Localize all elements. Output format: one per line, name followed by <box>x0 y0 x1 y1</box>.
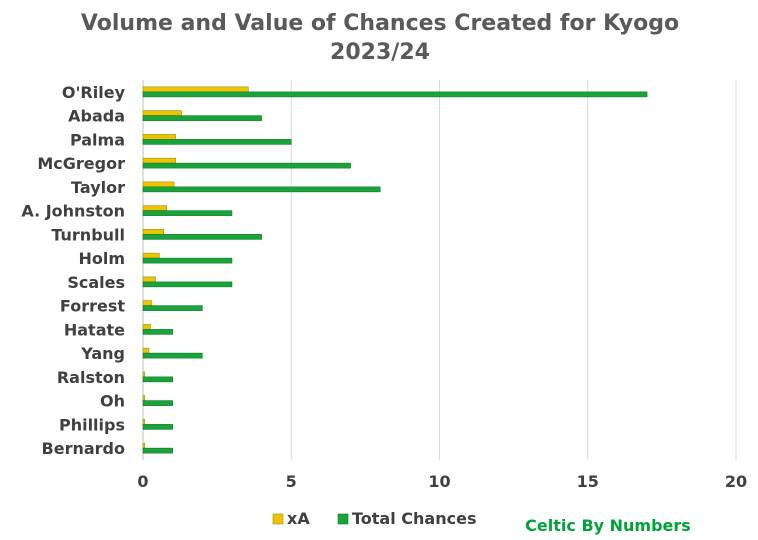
category-label: A. Johnston <box>21 202 125 221</box>
bar-xa <box>142 442 146 449</box>
x-tick-label: 15 <box>577 472 599 491</box>
category-label: Abada <box>68 107 125 126</box>
bar-xa <box>142 205 168 211</box>
x-tick-label: 5 <box>286 472 297 491</box>
bar-total-chances <box>142 186 381 193</box>
bar-xa <box>142 276 156 283</box>
bar-total-chances <box>142 305 203 311</box>
bars <box>142 86 648 454</box>
x-tick-label: 20 <box>725 472 747 491</box>
bar-total-chances <box>142 329 173 335</box>
category-label: Ralston <box>57 368 125 387</box>
bar-total-chances <box>142 257 233 264</box>
legend-label: Total Chances <box>352 509 476 528</box>
category-label: Palma <box>70 130 125 149</box>
category-label: McGregor <box>37 154 125 173</box>
chart-title: Volume and Value of Chances Created for … <box>81 11 679 36</box>
bar-total-chances <box>142 234 262 240</box>
bar-xa <box>142 395 146 401</box>
bar-xa <box>142 324 151 330</box>
bar-total-chances <box>142 139 292 145</box>
bar-xa <box>142 347 150 354</box>
category-labels: O'Riley Abada Palma McGregor Taylor A. Johnst… <box>21 83 125 458</box>
bar-xa <box>142 371 146 378</box>
bar-xa <box>142 419 146 425</box>
chart-subtitle: 2023/24 <box>330 40 430 65</box>
bar-total-chances <box>142 352 203 359</box>
credit-text: Celtic By Numbers <box>525 516 691 535</box>
bar-total-chances <box>142 400 173 406</box>
category-label: Holm <box>78 249 125 268</box>
bar-xa <box>142 86 249 93</box>
category-label: Taylor <box>71 178 125 197</box>
category-label: Hatate <box>64 320 125 339</box>
bar-total-chances <box>142 115 262 121</box>
x-tick-label: 0 <box>137 472 148 491</box>
category-label: Scales <box>67 273 125 292</box>
category-label: Yang <box>80 344 125 363</box>
legend-swatch <box>337 513 349 525</box>
bar-total-chances <box>142 281 233 288</box>
category-label: Oh <box>100 392 125 411</box>
category-label: Forrest <box>60 297 125 316</box>
bar-xa <box>142 252 160 259</box>
gridlines <box>142 80 737 460</box>
category-label: Turnbull <box>51 225 125 244</box>
bar-total-chances <box>142 447 173 454</box>
bar-xa <box>142 110 182 116</box>
x-tick-labels: 0 5 10 15 20 <box>137 472 747 491</box>
bar-xa <box>142 300 153 306</box>
x-tick-label: 10 <box>428 472 450 491</box>
bar-total-chances <box>142 162 351 169</box>
legend-label: xA <box>287 509 310 528</box>
bar-total-chances <box>142 210 233 216</box>
bar-xa <box>142 229 165 235</box>
bar-xa <box>142 134 176 140</box>
category-label: O'Riley <box>62 83 126 102</box>
bar-xa <box>142 181 175 188</box>
bar-xa <box>142 157 176 164</box>
bar-total-chances <box>142 376 173 383</box>
legend: xA Total Chances <box>272 509 476 528</box>
category-label: Phillips <box>59 415 125 434</box>
bar-total-chances <box>142 424 173 430</box>
bar-total-chances <box>142 91 648 98</box>
legend-swatch <box>272 513 284 525</box>
category-label: Bernardo <box>42 439 125 458</box>
